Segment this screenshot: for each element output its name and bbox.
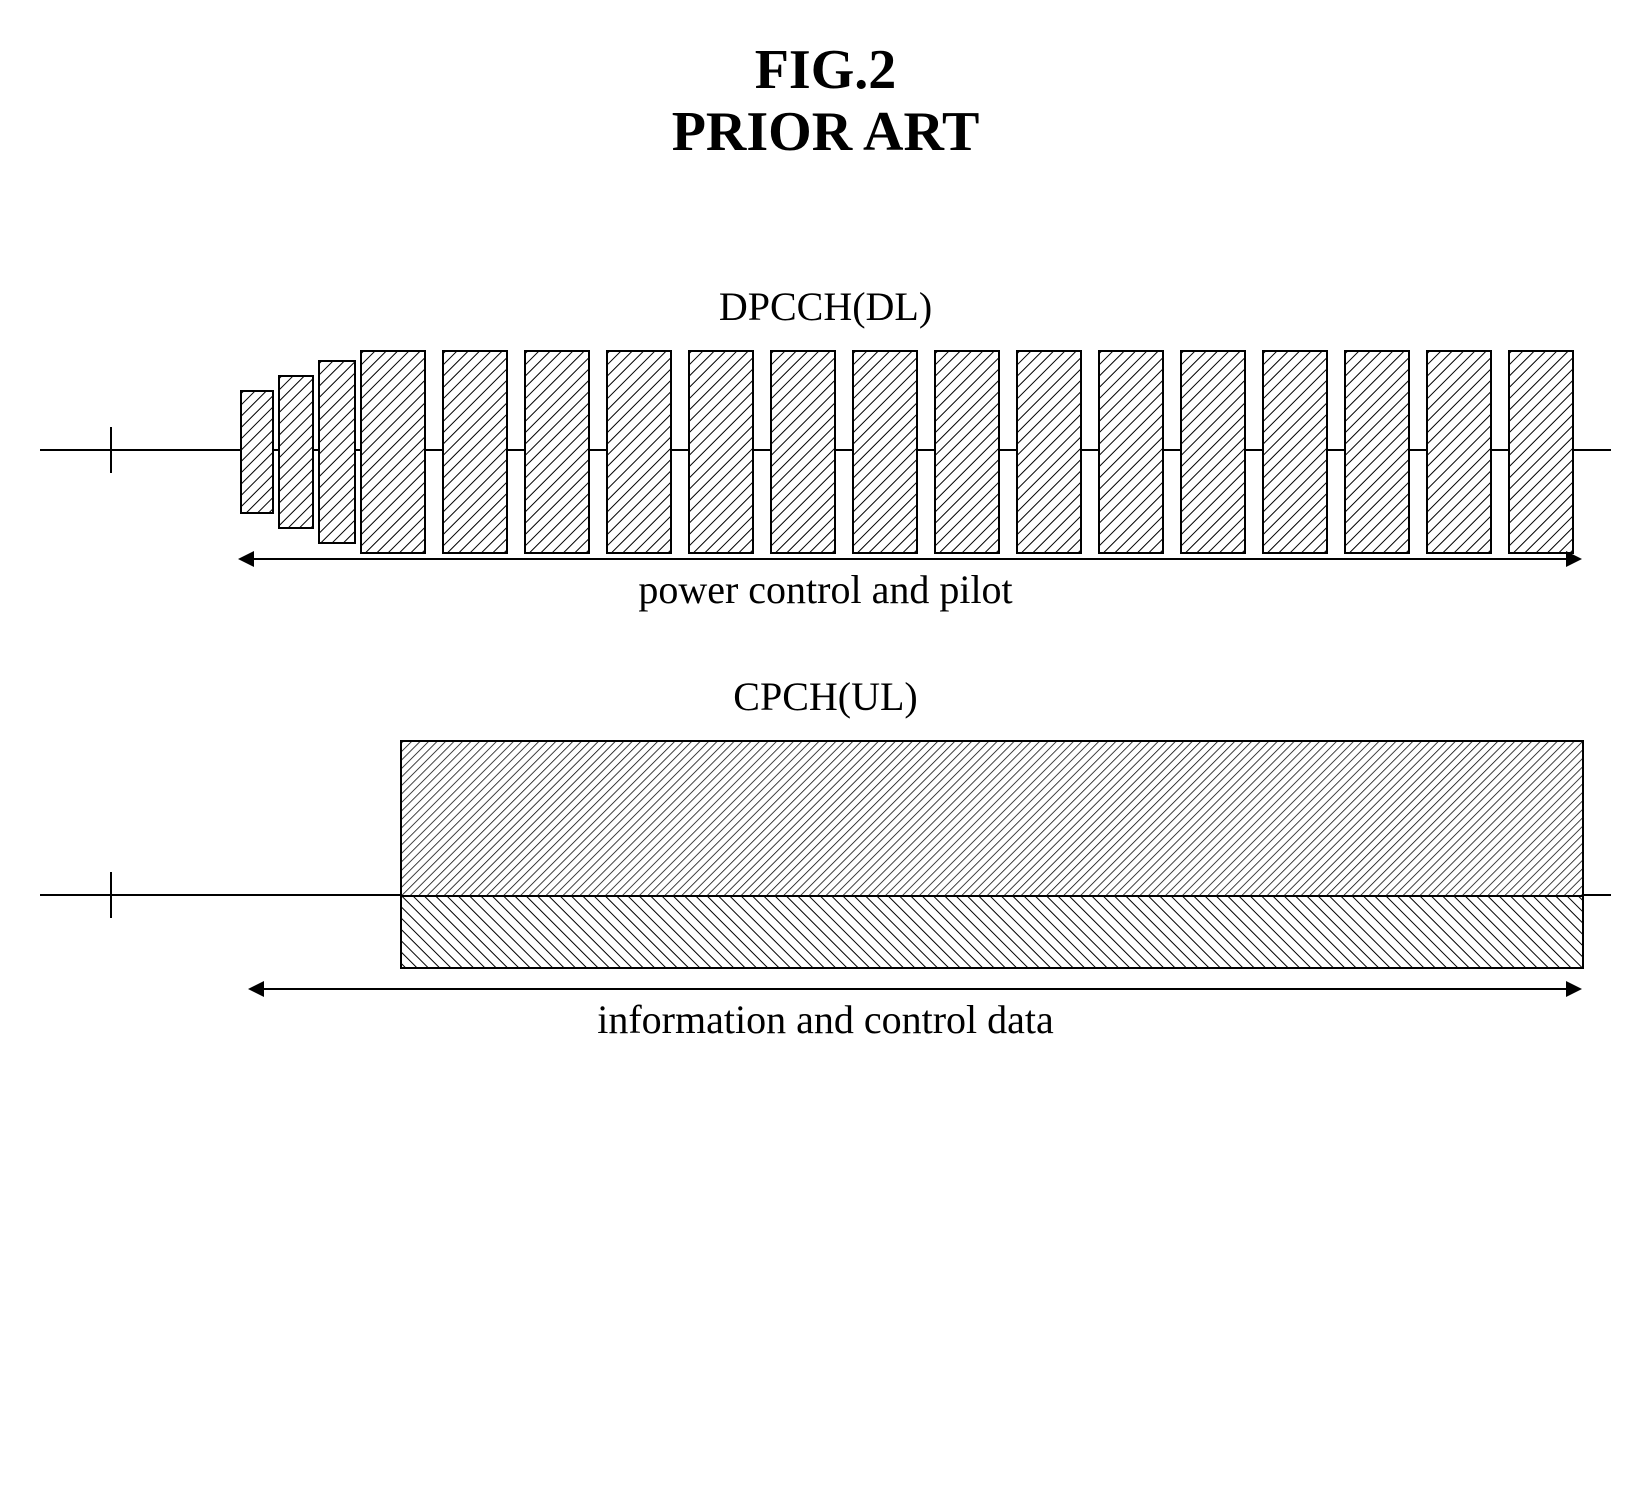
dpcch-ramp-slot-1 bbox=[278, 375, 314, 529]
dpcch-ramp-slot-0 bbox=[240, 390, 274, 514]
cpch-underbrace bbox=[250, 988, 1580, 990]
dpcch-label: DPCCH(DL) bbox=[40, 283, 1611, 330]
dpcch-slot-2 bbox=[524, 350, 590, 554]
dpcch-tick bbox=[110, 427, 112, 473]
cpch-tick bbox=[110, 872, 112, 918]
figure-container: FIG.2 PRIOR ART DPCCH(DL) bbox=[40, 40, 1611, 1043]
dpcch-slot-14 bbox=[1508, 350, 1574, 554]
cpch-upper-band bbox=[400, 740, 1584, 899]
dpcch-section: DPCCH(DL) bbox=[40, 283, 1611, 613]
dpcch-ramp-slot-2 bbox=[318, 360, 356, 544]
cpch-caption: information and control data bbox=[40, 996, 1611, 1043]
cpch-axis-row bbox=[40, 740, 1611, 980]
dpcch-slot-11 bbox=[1262, 350, 1328, 554]
dpcch-caption: power control and pilot bbox=[40, 566, 1611, 613]
dpcch-slot-4 bbox=[688, 350, 754, 554]
dpcch-slot-3 bbox=[606, 350, 672, 554]
title-line-2: PRIOR ART bbox=[40, 102, 1611, 164]
dpcch-slot-0 bbox=[360, 350, 426, 554]
dpcch-slot-1 bbox=[442, 350, 508, 554]
dpcch-slot-5 bbox=[770, 350, 836, 554]
dpcch-underbrace bbox=[240, 558, 1580, 560]
dpcch-slot-8 bbox=[1016, 350, 1082, 554]
dpcch-axis-row bbox=[40, 350, 1611, 550]
dpcch-slot-13 bbox=[1426, 350, 1492, 554]
dpcch-slot-6 bbox=[852, 350, 918, 554]
dpcch-slot-12 bbox=[1344, 350, 1410, 554]
title-line-1: FIG.2 bbox=[755, 39, 897, 101]
cpch-section: CPCH(UL) information and control data bbox=[40, 673, 1611, 1043]
dpcch-slot-9 bbox=[1098, 350, 1164, 554]
cpch-label: CPCH(UL) bbox=[40, 673, 1611, 720]
dpcch-slot-10 bbox=[1180, 350, 1246, 554]
cpch-lower-band bbox=[400, 895, 1584, 969]
dpcch-slot-7 bbox=[934, 350, 1000, 554]
figure-title: FIG.2 PRIOR ART bbox=[40, 40, 1611, 163]
